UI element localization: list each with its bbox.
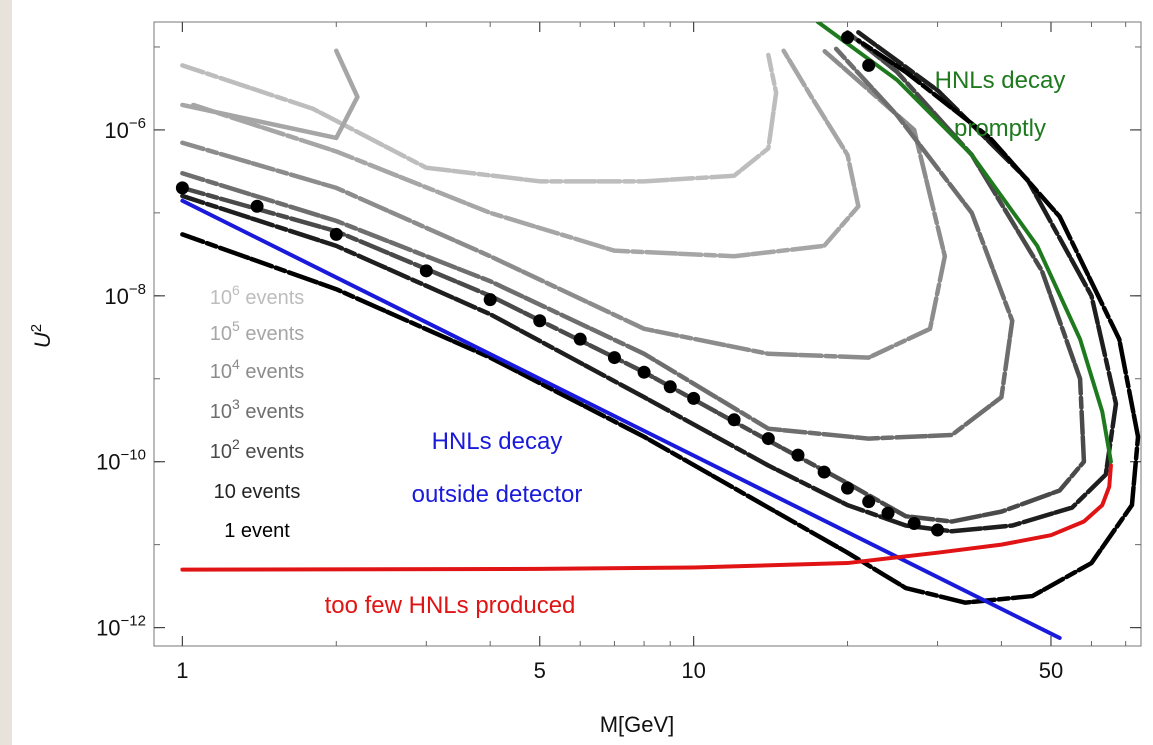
series-big-dots-point bbox=[533, 314, 547, 328]
x-tick-label: 10 bbox=[681, 658, 705, 683]
y-axis-label: U2 bbox=[28, 324, 55, 348]
annotation-outside: HNLs decay outside detector bbox=[412, 428, 583, 508]
series-e5b-line bbox=[190, 48, 861, 259]
y-tick-exponent: −10 bbox=[121, 447, 146, 464]
y-tick-exponent: −8 bbox=[129, 281, 146, 298]
series-big-dots-point bbox=[817, 465, 831, 479]
y-tick-label: 10−12 bbox=[96, 613, 146, 641]
y-tick-base: 10 bbox=[96, 450, 120, 475]
series-big-dots-point bbox=[573, 332, 587, 346]
series-e4-line bbox=[180, 48, 948, 360]
legend-entry-e5: 105 events bbox=[210, 318, 305, 345]
series-big-dots-point bbox=[607, 351, 621, 365]
legend-entry-e1: 1 event bbox=[224, 520, 290, 542]
series-layer bbox=[175, 22, 1141, 640]
legend-entry-e3: 103 events bbox=[210, 396, 305, 423]
legend-entry-e6: 106 events bbox=[210, 282, 305, 309]
y-tick-base: 10 bbox=[104, 118, 128, 143]
legend-entry-e10: 10 events bbox=[214, 481, 301, 503]
series-e3-line bbox=[180, 46, 1015, 441]
legend-entry-e4: 104 events bbox=[210, 356, 305, 383]
series-big-dots-point bbox=[329, 227, 343, 241]
y-tick-exponent: −6 bbox=[129, 115, 146, 132]
plot-frame bbox=[153, 21, 1142, 647]
series-big-dots-point bbox=[175, 181, 189, 195]
series-big-dots-point bbox=[862, 495, 876, 509]
series-e6-line bbox=[180, 52, 779, 184]
y-tick-base: 10 bbox=[104, 284, 128, 309]
annotation-outside-line-1: HNLs decay bbox=[432, 428, 563, 455]
annotation-toofew: too few HNLs produced bbox=[325, 592, 576, 619]
series-green-line bbox=[815, 22, 1113, 464]
x-tick-label: 1 bbox=[176, 658, 188, 683]
annotation-prompt-line-1: HNLs decay bbox=[935, 67, 1066, 94]
series-e10-line bbox=[180, 30, 1119, 534]
series-big-dots-point bbox=[931, 523, 945, 537]
series-big-dots-point bbox=[663, 380, 677, 394]
legend: 106 events 105 events 104 events 103 eve… bbox=[210, 282, 305, 542]
series-big-dots-point bbox=[761, 432, 775, 446]
x-axis-label: M[GeV] bbox=[600, 712, 675, 737]
series-big-dots-point bbox=[419, 264, 433, 278]
y-tick-label: 10−8 bbox=[104, 281, 146, 309]
series-big-dots-point bbox=[250, 199, 264, 213]
annotation-prompt: HNLs decay promptly bbox=[935, 67, 1066, 142]
series-big-dots-point bbox=[862, 58, 876, 72]
y-tick-label: 10−10 bbox=[96, 447, 146, 475]
series-big-dots-point bbox=[907, 516, 921, 530]
series-red-line bbox=[180, 463, 1113, 572]
series-big-dots-point bbox=[791, 448, 805, 462]
series-blue-line bbox=[180, 198, 1062, 640]
series-big-dots-point bbox=[483, 293, 497, 307]
series-e1-line bbox=[180, 38, 1141, 605]
chart-figure: 1 5 10 50 10−6 10−8 10−10 10−12 HNLs decay prom… bbox=[12, 0, 1153, 745]
series-big-dots-point bbox=[881, 506, 895, 520]
series-e2-line bbox=[180, 30, 1087, 524]
y-tick-base: 10 bbox=[96, 616, 120, 641]
legend-entry-e2: 102 events bbox=[210, 436, 305, 463]
series-big-dots-point bbox=[687, 391, 701, 405]
x-tick-label: 5 bbox=[534, 658, 546, 683]
series-big-dots-point bbox=[637, 365, 651, 379]
y-tick-label: 10−6 bbox=[104, 115, 146, 143]
x-tick-label: 50 bbox=[1039, 658, 1063, 683]
series-big-dots-point bbox=[841, 31, 855, 45]
annotation-outside-line-2: outside detector bbox=[412, 481, 583, 508]
series-e5-line bbox=[180, 48, 360, 141]
y-tick-exponent: −12 bbox=[121, 613, 146, 630]
series-big-dots-point bbox=[727, 413, 741, 427]
annotation-prompt-line-2: promptly bbox=[954, 115, 1046, 142]
series-big-dots-point bbox=[841, 481, 855, 495]
